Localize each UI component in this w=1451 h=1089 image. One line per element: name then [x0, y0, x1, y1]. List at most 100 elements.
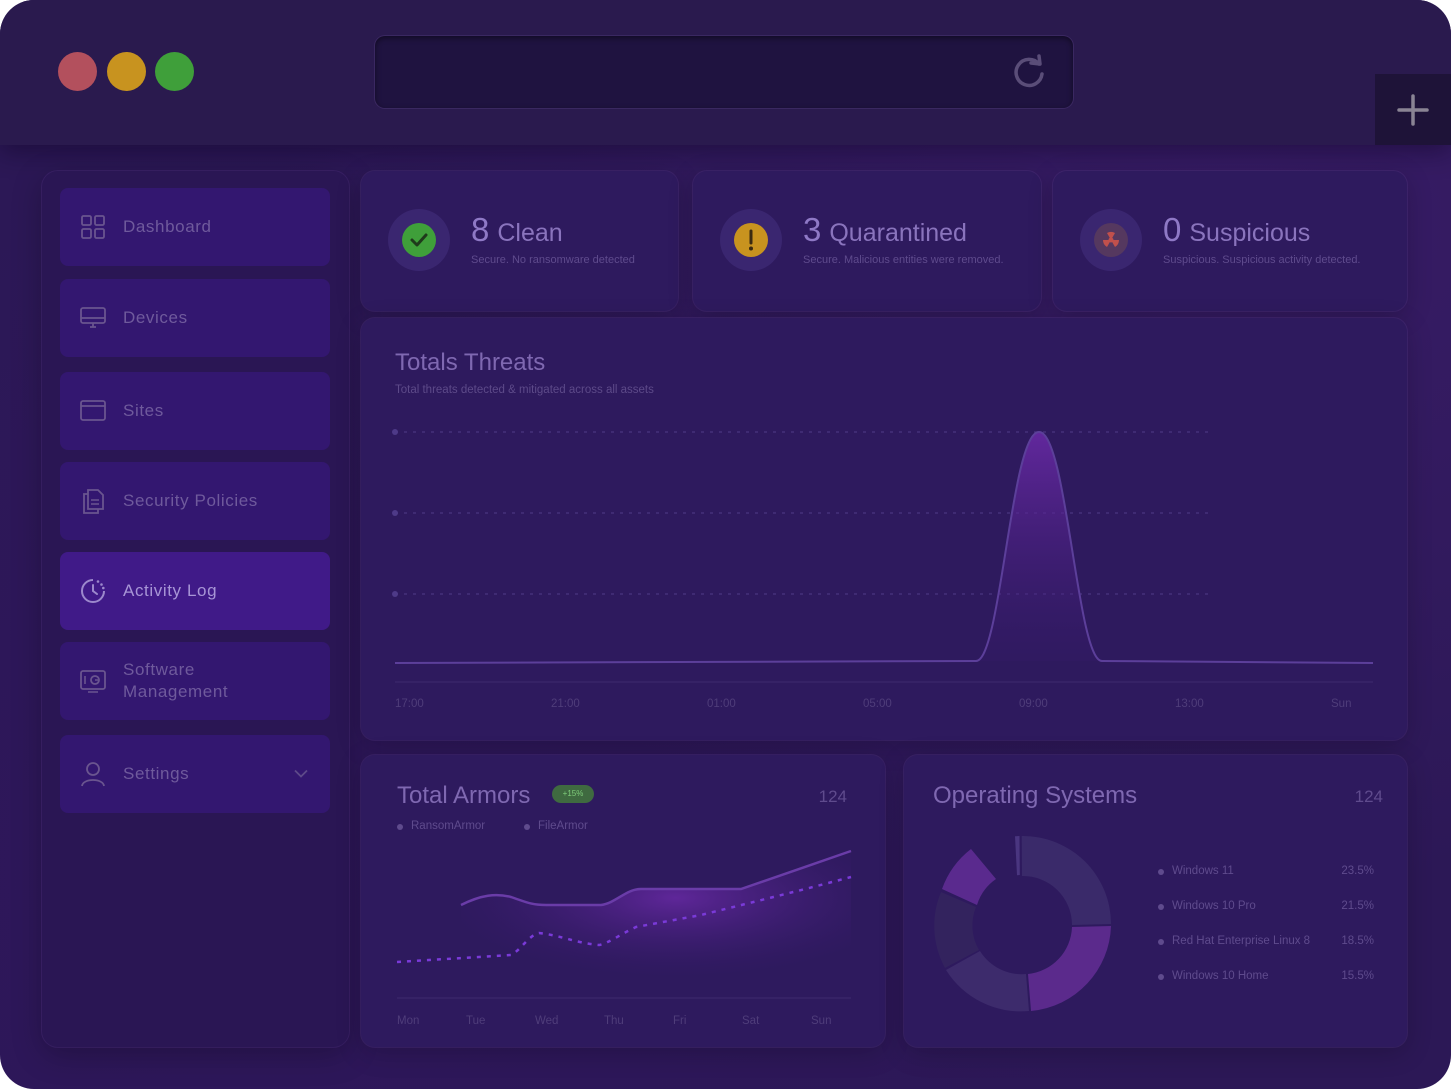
gridline [392, 510, 1211, 516]
x-tick: Tue [466, 1015, 486, 1027]
stat-label: Suspicious [1189, 219, 1311, 247]
browser-titlebar [0, 0, 1451, 145]
armors-count: 124 [818, 787, 847, 806]
sidebar-item-settings[interactable]: Settings [60, 735, 330, 813]
reload-icon[interactable] [1009, 52, 1049, 92]
donut-segment [1015, 836, 1020, 876]
new-tab-button[interactable] [1375, 74, 1451, 145]
os-name: Windows 10 Pro [1172, 900, 1256, 912]
stat-subtitle: Secure. Malicious entities were removed. [803, 254, 1004, 266]
donut-segment [1028, 926, 1111, 1011]
os-name: Windows 10 Home [1172, 970, 1269, 982]
stat-card-clean[interactable]: 8 Clean Secure. No ransomware detected [361, 171, 678, 311]
sidebar: Dashboard Devices Sites Security Policie… [42, 171, 349, 1047]
os-legend-row: Red Hat Enterprise Linux 8 18.5% [1158, 935, 1374, 951]
browser-window-icon [80, 400, 106, 421]
chevron-down-icon [294, 769, 308, 778]
gridline [392, 429, 1211, 435]
stat-subtitle: Secure. No ransomware detected [471, 254, 635, 266]
filearmor-line [396, 875, 852, 964]
stat-label: Clean [497, 219, 563, 247]
plus-icon [1397, 94, 1429, 126]
os-legend-row: Windows 11 23.5% [1158, 865, 1374, 881]
os-count: 124 [1354, 787, 1383, 806]
x-tick: Sat [742, 1015, 760, 1027]
x-tick: 05:00 [863, 698, 892, 710]
sidebar-item-security-policies[interactable]: Security Policies [60, 462, 330, 540]
sidebar-item-label: Settings [123, 764, 190, 783]
donut-segment [942, 849, 996, 905]
x-tick: 01:00 [707, 698, 736, 710]
stat-count: 3 [803, 211, 822, 248]
legend-item: FileArmor [524, 820, 588, 832]
x-tick: 13:00 [1175, 698, 1204, 710]
sidebar-item-sites[interactable]: Sites [60, 372, 330, 450]
ransomarmor-line [460, 849, 852, 907]
legend-dot [1158, 974, 1164, 980]
sidebar-item-label: Sites [123, 401, 164, 420]
check-icon [402, 223, 436, 257]
x-tick: 09:00 [1019, 698, 1048, 710]
os-name: Windows 11 [1172, 865, 1234, 877]
armors-chart [396, 849, 852, 999]
exclamation-icon [734, 223, 768, 257]
armors-chart-card: Total Armors +15% 124 RansomArmor FileAr… [361, 755, 885, 1047]
os-name: Red Hat Enterprise Linux 8 [1172, 935, 1311, 947]
minimize-window-button[interactable] [107, 52, 146, 91]
software-icon [80, 670, 106, 693]
sidebar-item-software-management[interactable]: Software Management [60, 642, 330, 720]
threats-line [394, 430, 1374, 664]
stat-title: 8 Clean [471, 211, 563, 249]
os-percentage: 23.5% [1341, 865, 1374, 877]
stat-label: Quarantined [829, 219, 967, 247]
os-percentage: 18.5% [1341, 935, 1374, 947]
donut-segment [934, 892, 979, 968]
os-percentage: 15.5% [1341, 970, 1374, 982]
maximize-window-button[interactable] [155, 52, 194, 91]
sidebar-item-label: Security Policies [123, 491, 258, 510]
x-tick: Fri [673, 1015, 687, 1027]
sidebar-item-dashboard[interactable]: Dashboard [60, 188, 330, 266]
threats-chart [392, 429, 1374, 683]
x-tick: Mon [397, 1015, 420, 1027]
x-tick: Thu [604, 1015, 624, 1027]
sidebar-item-label: Software Management [123, 660, 229, 701]
threats-chart-card: Totals Threats Total threats detected & … [361, 318, 1407, 740]
sidebar-item-label: Devices [123, 308, 188, 327]
sidebar-item-activity-log[interactable]: Activity Log [60, 552, 330, 630]
legend-item: RansomArmor [396, 820, 486, 832]
os-title: Operating Systems [933, 782, 1138, 809]
sidebar-item-devices[interactable]: Devices [60, 279, 330, 357]
threats-area-fill [976, 432, 1102, 661]
threats-subtitle: Total threats detected & mitigated acros… [395, 384, 654, 396]
grid-icon [81, 215, 105, 239]
radiation-icon [1094, 223, 1128, 257]
os-percentage: 21.5% [1341, 900, 1374, 912]
os-legend-row: Windows 10 Pro 21.5% [1158, 900, 1374, 916]
stat-card-suspicious[interactable]: 0 Suspicious Suspicious. Suspicious activ… [1053, 171, 1407, 311]
x-tick: Wed [535, 1015, 559, 1027]
ransomarmor-area [461, 851, 851, 985]
stat-icon-ring [720, 209, 782, 271]
legend-dot [1158, 904, 1164, 910]
legend-dot [1158, 939, 1164, 945]
stat-title: 0 Suspicious [1163, 211, 1310, 249]
os-legend-row: Windows 10 Home 15.5% [1158, 970, 1374, 986]
sidebar-item-label: Activity Log [123, 581, 218, 600]
x-tick: Sun [811, 1015, 832, 1027]
address-bar[interactable] [375, 36, 1073, 108]
user-icon [81, 762, 105, 787]
stat-card-quarantined[interactable]: 3 Quarantined Secure. Malicious entities … [693, 171, 1041, 311]
stat-count: 8 [471, 211, 490, 248]
donut-segment [1021, 835, 1111, 925]
trend-badge: +15% [552, 785, 594, 803]
sidebar-item-label: Dashboard [123, 217, 212, 236]
stat-icon-ring [1080, 209, 1142, 271]
x-tick: 21:00 [551, 698, 580, 710]
os-donut-chart [934, 835, 1111, 1012]
x-tick: 17:00 [395, 698, 424, 710]
stat-icon-ring [388, 209, 450, 271]
close-window-button[interactable] [58, 52, 97, 91]
armors-title: Total Armors [397, 782, 531, 809]
